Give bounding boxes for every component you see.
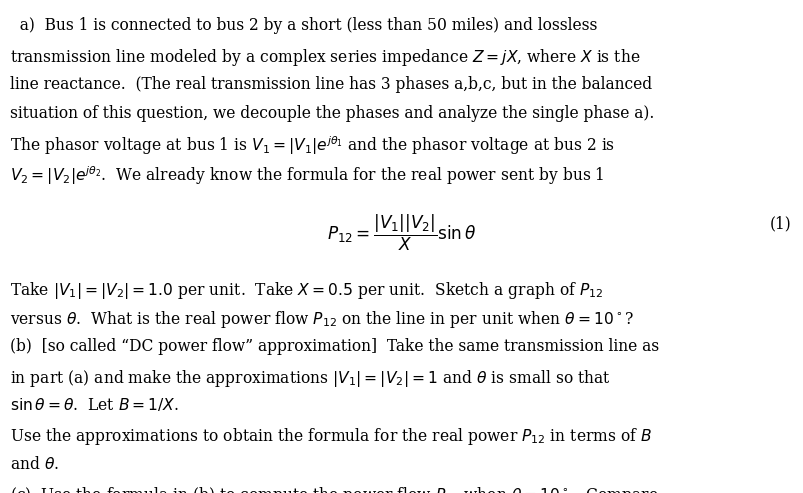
Text: (c)  Use the formula in (b) to compute the power flow $P_{12}$ when $\theta = 10: (c) Use the formula in (b) to compute th… bbox=[10, 485, 658, 493]
Text: (b)  [so called “DC power flow” approximation]  Take the same transmission line : (b) [so called “DC power flow” approxima… bbox=[10, 338, 658, 355]
Text: line reactance.  (The real transmission line has 3 phases a,b,c, but in the bala: line reactance. (The real transmission l… bbox=[10, 76, 651, 93]
Text: (1): (1) bbox=[769, 215, 791, 232]
Text: $\sin\theta = \theta$.  Let $B = 1/X$.: $\sin\theta = \theta$. Let $B = 1/X$. bbox=[10, 397, 178, 414]
Text: a)  Bus 1 is connected to bus 2 by a short (less than 50 miles) and lossless: a) Bus 1 is connected to bus 2 by a shor… bbox=[10, 17, 597, 34]
Text: $V_2 = |V_2|e^{j\theta_2}$.  We already know the formula for the real power sent: $V_2 = |V_2|e^{j\theta_2}$. We already k… bbox=[10, 164, 603, 187]
Text: Use the approximations to obtain the formula for the real power $P_{12}$ in term: Use the approximations to obtain the for… bbox=[10, 426, 650, 447]
Text: The phasor voltage at bus 1 is $V_1 = |V_1|e^{j\theta_1}$ and the phasor voltage: The phasor voltage at bus 1 is $V_1 = |V… bbox=[10, 135, 614, 157]
Text: $P_{12} = \dfrac{|V_1||V_2|}{X}\sin\theta$: $P_{12} = \dfrac{|V_1||V_2|}{X}\sin\thet… bbox=[327, 213, 476, 253]
Text: in part (a) and make the approximations $|V_1| = |V_2| = 1$ and $\theta$ is smal: in part (a) and make the approximations … bbox=[10, 368, 609, 388]
Text: Take $|V_1| = |V_2| = 1.0$ per unit.  Take $X = 0.5$ per unit.  Sketch a graph o: Take $|V_1| = |V_2| = 1.0$ per unit. Tak… bbox=[10, 280, 602, 301]
Text: and $\theta$.: and $\theta$. bbox=[10, 456, 59, 473]
Text: situation of this question, we decouple the phases and analyze the single phase : situation of this question, we decouple … bbox=[10, 106, 653, 122]
Text: transmission line modeled by a complex series impedance $Z = jX$, where $X$ is t: transmission line modeled by a complex s… bbox=[10, 47, 639, 68]
Text: versus $\theta$.  What is the real power flow $P_{12}$ on the line in per unit w: versus $\theta$. What is the real power … bbox=[10, 309, 633, 330]
